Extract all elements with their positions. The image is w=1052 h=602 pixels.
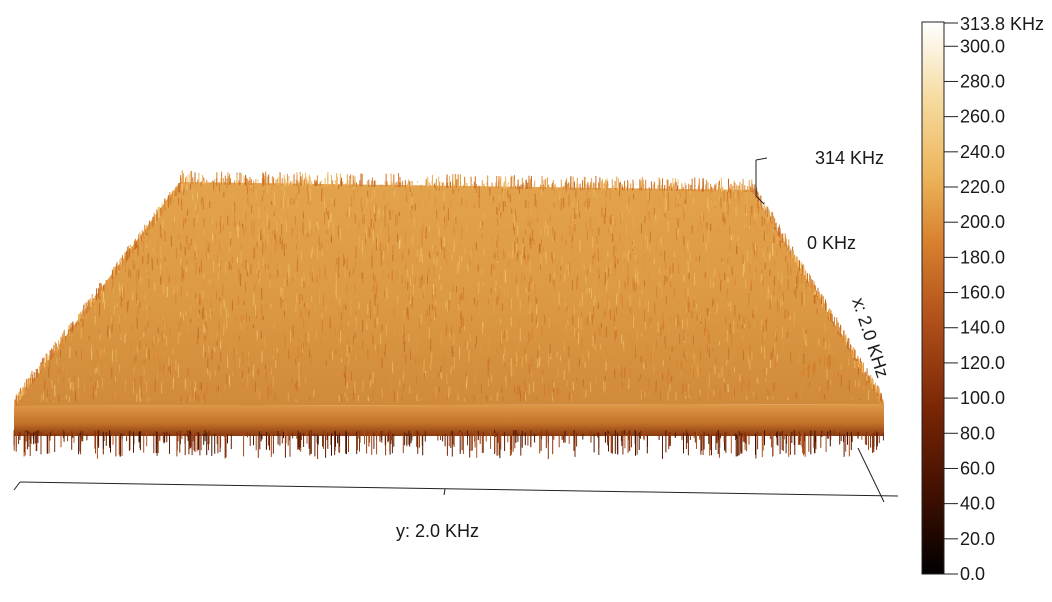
surface-front-face <box>14 404 884 436</box>
colorbar-tick-label: 100.0 <box>960 388 1005 408</box>
x-axis-line <box>858 448 884 502</box>
y-axis-line <box>20 482 898 496</box>
colorbar-tick-label: 40.0 <box>960 494 995 514</box>
colorbar-tick-label: 140.0 <box>960 318 1005 338</box>
y-axis-label: y: 2.0 KHz <box>396 521 479 541</box>
colorbar-tick-label: 60.0 <box>960 458 995 478</box>
colorbar: 313.8 KHz 300.0 280.0 260.0 240.0 220.0 200.0… <box>922 14 1044 584</box>
z-axis-top-tick <box>756 158 767 160</box>
y-axis-mid-tick <box>444 489 445 495</box>
colorbar-tick-label: 180.0 <box>960 247 1005 267</box>
colorbar-tick-label: 240.0 <box>960 142 1005 162</box>
colorbar-tick-label: 0.0 <box>960 564 985 584</box>
colorbar-tick-label: 280.0 <box>960 71 1005 91</box>
z-min-label: 0 KHz <box>807 233 856 253</box>
colorbar-tick-label: 20.0 <box>960 529 995 549</box>
colorbar-tick-label: 200.0 <box>960 212 1005 232</box>
colorbar-tick-label: 120.0 <box>960 353 1005 373</box>
colorbar-ticks: 300.0 280.0 260.0 240.0 220.0 200.0 180.0 160.0… <box>944 36 1005 584</box>
y-axis-left-cap <box>14 482 20 490</box>
colorbar-tick-label: 300.0 <box>960 36 1005 56</box>
colorbar-max-label: 313.8 KHz <box>960 14 1044 34</box>
colorbar-tick-label: 80.0 <box>960 423 995 443</box>
colorbar-tick-label: 220.0 <box>960 177 1005 197</box>
surface <box>14 168 884 459</box>
colorbar-tick-label: 160.0 <box>960 283 1005 303</box>
colorbar-gradient <box>922 22 944 574</box>
z-max-label: 314 KHz <box>815 148 884 168</box>
colorbar-tick-label: 260.0 <box>960 107 1005 127</box>
